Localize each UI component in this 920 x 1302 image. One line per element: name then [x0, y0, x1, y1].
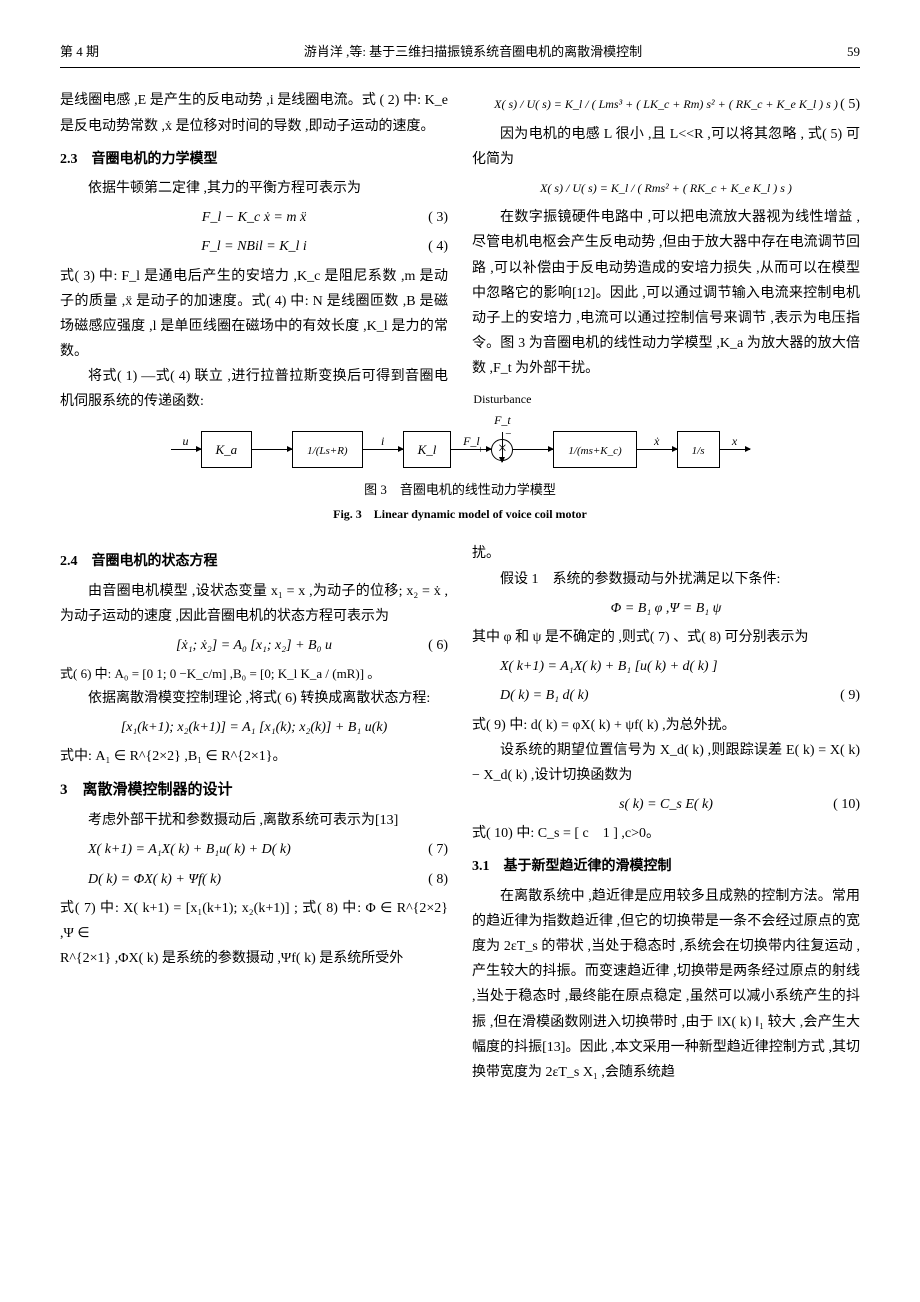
block-tf2: 1/(ms+K_c)	[553, 431, 636, 469]
body-text: 式( 7) 中: X( k+1) = [x₁(k+1); x₂(k+1)] ; …	[60, 896, 448, 946]
figure-3-caption-cn: 图 3 音圈电机的线性动力学模型	[60, 478, 860, 501]
body-text: 因为电机的电感 L 很小 ,且 L<<R ,可以将其忽略 , 式( 5) 可化简…	[472, 122, 860, 172]
lower-columns: 2.4 音圈电机的状态方程 由音圈电机模型 ,设状态变量 x₁ = x ,为动子…	[60, 541, 860, 1085]
block-tf3: 1/s	[677, 431, 720, 469]
right-col-bottom: 扰。 假设 1 系统的参数摄动与外扰满足以下条件: Φ = B₁ φ ,Ψ = …	[472, 541, 860, 1085]
equation-discrete: [x₁(k+1); x₂(k+1)] = A₁ [x₁(k); x₂(k)] +…	[60, 715, 448, 740]
equation-4: F_l = NBil = K_l i( 4)	[60, 234, 448, 259]
equation-9a: X( k+1) = A₁X( k) + B₁ [u( k) + d( k) ]	[472, 654, 860, 679]
figure-3-caption-en: Fig. 3 Linear dynamic model of voice coi…	[60, 504, 860, 526]
page-number: 59	[847, 40, 860, 63]
arrow: u	[171, 449, 201, 450]
body-text: 依据牛顿第二定律 ,其力的平衡方程可表示为	[60, 176, 448, 201]
section-2-4-title: 2.4 音圈电机的状态方程	[60, 549, 448, 574]
running-title: 游肖洋 ,等: 基于三维扫描振镜系统音圈电机的离散滑模控制	[304, 40, 642, 63]
figure-3: u K_a 1/(Ls+R) i K_l F_l Disturbance F_t…	[60, 431, 860, 526]
body-text: 考虑外部干扰和参数摄动后 ,离散系统可表示为[13]	[60, 808, 448, 833]
equation-8: D( k) = ΦX( k) + Ψf( k)( 8)	[60, 867, 448, 892]
equation-5b: X( s) / U( s) = K_l / ( Rms² + ( RK_c + …	[472, 176, 860, 201]
body-text: 扰。	[472, 541, 860, 566]
equation-5: X( s) / U( s) = K_l / ( Lms³ + ( LK_c + …	[472, 92, 860, 117]
body-text: 式中: A₁ ∈ R^{2×2} ,B₁ ∈ R^{2×1}。	[60, 744, 448, 769]
equation-10: s( k) = C_s E( k)( 10)	[472, 792, 860, 817]
section-3-1-title: 3.1 基于新型趋近律的滑模控制	[472, 854, 860, 879]
equation-9b: D( k) = B₁ d( k)( 9)	[472, 683, 860, 708]
arrow	[513, 449, 553, 450]
arrow	[252, 449, 292, 450]
left-col-bottom: 2.4 音圈电机的状态方程 由音圈电机模型 ,设状态变量 x₁ = x ,为动子…	[60, 541, 448, 1085]
equation-7: X( k+1) = A₁X( k) + B₁u( k) + D( k)( 7)	[60, 837, 448, 862]
issue-label: 第 4 期	[60, 40, 99, 63]
body-text: 在数字振镜硬件电路中 ,可以把电流放大器视为线性增益 ,尽管电机电枢会产生反电动…	[472, 205, 860, 381]
body-text: 依据离散滑模变控制理论 ,将式( 6) 转换成离散状态方程:	[60, 686, 448, 711]
body-text: 设系统的期望位置信号为 X_d( k) ,则跟踪误差 E( k) = X( k)…	[472, 738, 860, 788]
page-header: 第 4 期 游肖洋 ,等: 基于三维扫描振镜系统音圈电机的离散滑模控制 59	[60, 40, 860, 68]
section-2-3-title: 2.3 音圈电机的力学模型	[60, 147, 448, 172]
body-text: 其中 φ 和 ψ 是不确定的 ,则式( 7) 、式( 8) 可分别表示为	[472, 625, 860, 650]
block-ka: K_a	[201, 431, 253, 468]
plus-sign: +	[477, 441, 483, 461]
body-text: 式( 10) 中: C_s = [ c 1 ] ,c>0。	[472, 821, 860, 846]
right-col-top: X( s) / U( s) = K_l / ( Lms³ + ( LK_c + …	[472, 88, 860, 414]
equation-phi-psi: Φ = B₁ φ ,Ψ = B₁ ψ	[472, 596, 860, 621]
body-text: 是线圈电感 ,E 是产生的反电动势 ,i 是线圈电流。式 ( 2) 中: K_e…	[60, 88, 448, 138]
block-diagram: u K_a 1/(Ls+R) i K_l F_l Disturbance F_t…	[60, 431, 860, 469]
arrow: x	[720, 449, 750, 450]
body-text: R^{2×1} ,ΦX( k) 是系统的参数摄动 ,Ψf( k) 是系统所受外	[60, 946, 448, 971]
body-text: 式( 3) 中: F_l 是通电后产生的安培力 ,K_c 是阻尼系数 ,m 是动…	[60, 264, 448, 365]
arrow: i	[363, 449, 403, 450]
upper-columns: 是线圈电感 ,E 是产生的反电动势 ,i 是线圈电流。式 ( 2) 中: K_e…	[60, 88, 860, 414]
block-tf1: 1/(Ls+R)	[292, 431, 362, 469]
body-text: 由音圈电机模型 ,设状态变量 x₁ = x ,为动子的位移; x₂ = ẋ ,为…	[60, 579, 448, 629]
body-text: 将式( 1) —式( 4) 联立 ,进行拉普拉斯变换后可得到音圈电机伺服系统的传…	[60, 364, 448, 414]
section-3-title: 3 离散滑模控制器的设计	[60, 777, 448, 804]
equation-3: F_l − K_c ẋ = m ẍ( 3)	[60, 205, 448, 230]
equation-6-def: 式( 6) 中: A₀ = [0 1; 0 −K_c/m] ,B₀ = [0; …	[60, 662, 448, 685]
arrow: ẋ	[637, 449, 677, 450]
body-text: 式( 9) 中: d( k) = φX( k) + ψf( k) ,为总外扰。	[472, 713, 860, 738]
assumption-1: 假设 1 系统的参数摄动与外扰满足以下条件:	[472, 567, 860, 592]
equation-6: [ẋ₁; ẋ₂] = A₀ [x₁; x₂] + B₀ u( 6)	[60, 633, 448, 658]
summing-junction: Disturbance F_t + −	[491, 439, 513, 461]
left-col-top: 是线圈电感 ,E 是产生的反电动势 ,i 是线圈电流。式 ( 2) 中: K_e…	[60, 88, 448, 414]
block-kl: K_l	[403, 431, 452, 468]
disturbance-label: Disturbance	[473, 392, 531, 406]
body-text: 在离散系统中 ,趋近律是应用较多且成熟的控制方法。常用的趋近律为指数趋近律 ,但…	[472, 884, 860, 1086]
